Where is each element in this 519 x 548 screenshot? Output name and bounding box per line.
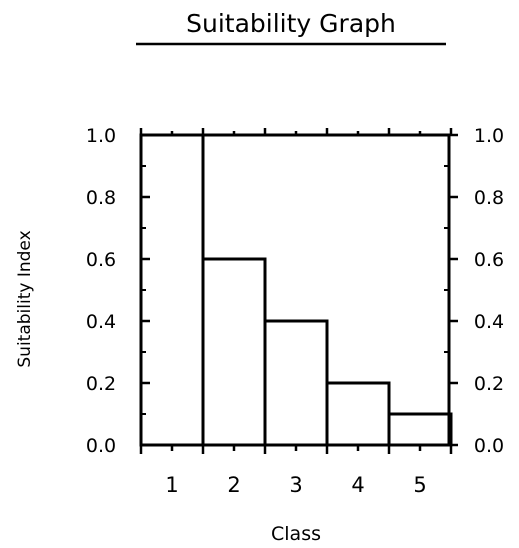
x-tick-labels: 1 2 3 4 5 [165,473,426,497]
y-tick-label-right: 0.4 [474,311,504,333]
y-tick-label-right: 0.0 [474,435,504,457]
x-tick-label: 3 [289,473,302,497]
y-tick-label-left: 0.4 [86,311,116,333]
x-tick-label: 1 [165,473,178,497]
y-tick-label-right: 1.0 [474,125,504,147]
y-tick-labels-left: 0.0 0.2 0.4 0.6 0.8 1.0 [86,125,116,457]
y-tick-labels-right: 0.0 0.2 0.4 0.6 0.8 1.0 [474,125,504,457]
chart-title: Suitability Graph [186,9,396,38]
bar-class-5 [387,412,453,447]
bar-class-3 [263,319,329,447]
y-tick-label-left: 0.0 [86,435,116,457]
x-tick-label: 2 [227,473,240,497]
y-tick-label-left: 0.8 [86,187,116,209]
bars-group [139,133,453,447]
y-tick-label-right: 0.8 [474,187,504,209]
bar-class-4 [325,381,391,447]
y-tick-label-left: 0.6 [86,249,116,271]
bar-class-2 [201,257,267,447]
y-tick-label-right: 0.2 [474,373,504,395]
axis-ticks [139,128,458,454]
y-tick-label-right: 0.6 [474,249,504,271]
x-tick-label: 5 [413,473,426,497]
x-tick-label: 4 [351,473,364,497]
y-axis-label: Suitability Index [15,230,35,367]
y-tick-label-left: 1.0 [86,125,116,147]
y-tick-label-left: 0.2 [86,373,116,395]
bar-class-1 [139,133,205,447]
plot-frame [139,133,451,447]
x-axis-label: Class [271,523,321,545]
